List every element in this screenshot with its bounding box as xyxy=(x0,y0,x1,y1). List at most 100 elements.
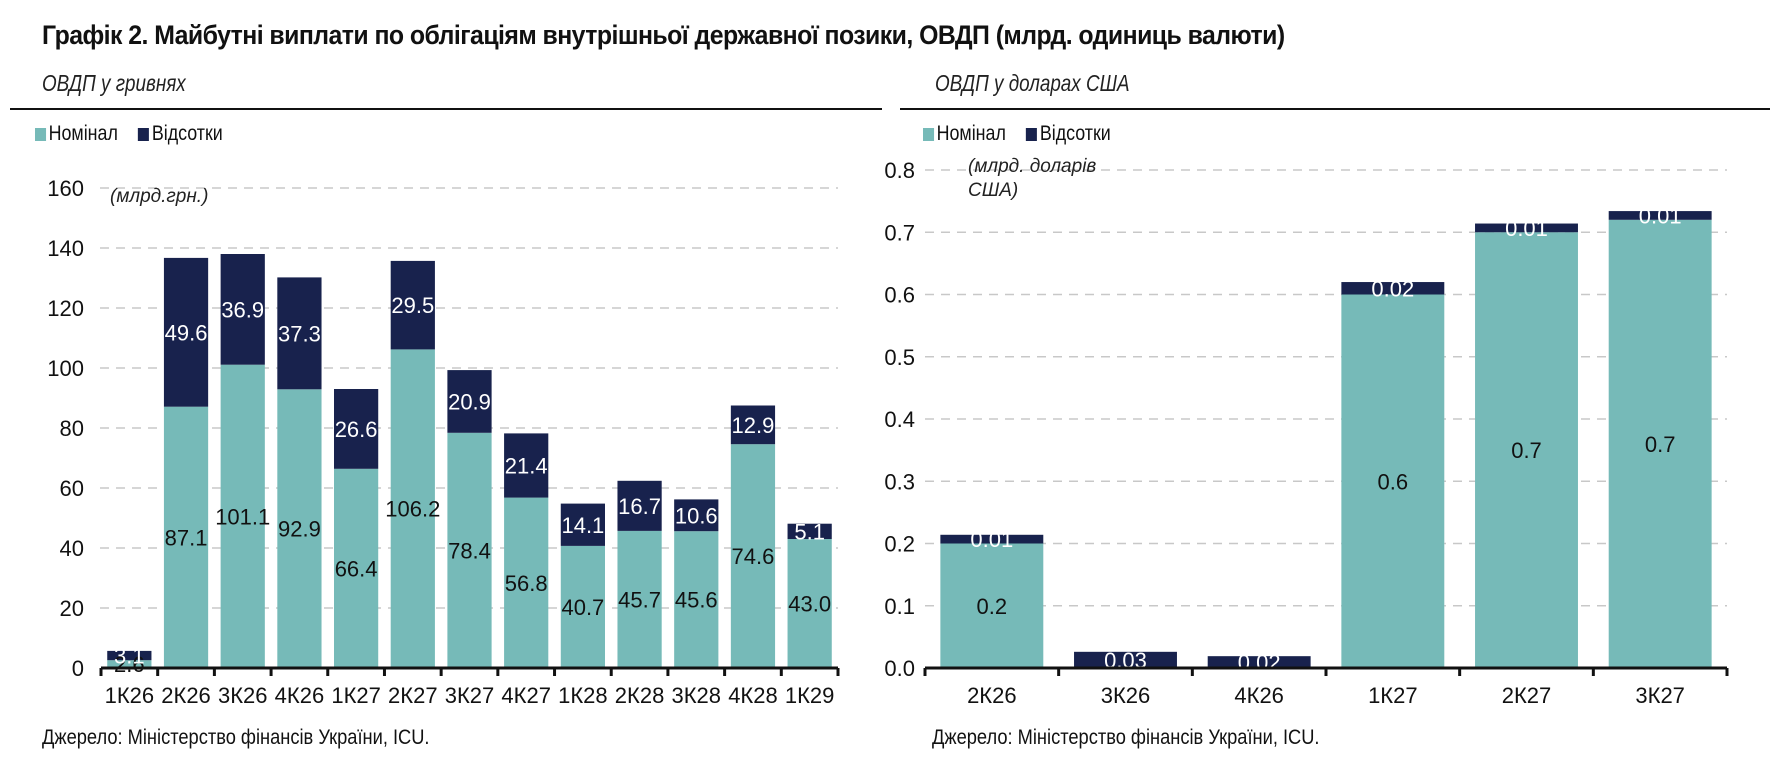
data-label-interest: 36.9 xyxy=(221,297,264,322)
legend-swatch-interest xyxy=(1026,127,1038,141)
data-label-interest: 0.01 xyxy=(970,527,1013,552)
y-tick-label: 0.6 xyxy=(884,283,915,308)
right-legend: Номінал Відсотки xyxy=(923,122,1131,146)
bar-nominal xyxy=(1608,219,1712,669)
x-tick-label: 2К27 xyxy=(388,683,438,708)
legend-label-nominal: Номінал xyxy=(48,122,118,145)
y-tick-label: 0.8 xyxy=(884,158,915,183)
data-label-interest: 20.9 xyxy=(448,389,491,414)
x-tick-label: 2К26 xyxy=(967,683,1017,708)
legend-swatch-nominal xyxy=(923,127,935,141)
y-tick-label: 140 xyxy=(47,236,84,261)
bar-nominal xyxy=(674,531,719,668)
bar-nominal xyxy=(560,545,605,668)
y-tick-label: 0.2 xyxy=(884,532,915,557)
bar-interest xyxy=(107,650,152,661)
unit-label: (млрд.грн.) xyxy=(110,186,208,207)
unit-label: США) xyxy=(968,180,1018,201)
data-label-nominal: 106.2 xyxy=(385,497,440,522)
legend-label-interest: Відсотки xyxy=(151,122,223,145)
y-tick-label: 0.3 xyxy=(884,469,915,494)
data-label-nominal: 0.2 xyxy=(977,594,1008,619)
x-tick-label: 2К26 xyxy=(161,683,211,708)
legend-item-interest: Відсотки xyxy=(138,122,223,146)
x-tick-label: 3К27 xyxy=(1635,683,1685,708)
x-tick-label: 3К27 xyxy=(445,683,495,708)
data-label-interest: 5.1 xyxy=(794,519,825,544)
bar-nominal xyxy=(447,432,492,668)
data-label-nominal: 66.4 xyxy=(335,556,378,581)
data-label-interest: 12.9 xyxy=(732,413,775,438)
data-label-interest: 16.7 xyxy=(618,494,661,519)
data-label-nominal: 101.1 xyxy=(215,504,270,529)
bar-nominal xyxy=(940,543,1044,668)
bar-nominal xyxy=(334,468,379,668)
left-divider xyxy=(10,108,882,110)
data-label-interest: 0.01 xyxy=(1505,216,1548,241)
data-label-nominal: 87.1 xyxy=(165,525,208,550)
bar-interest xyxy=(277,277,322,390)
right-chart-subtitle: ОВДП у доларах США xyxy=(935,70,1130,96)
bar-nominal xyxy=(1341,294,1445,668)
x-tick-label: 1К27 xyxy=(1368,683,1418,708)
x-tick-label: 4К27 xyxy=(501,683,551,708)
data-label-interest: 0.02 xyxy=(1371,276,1414,301)
data-label-nominal: 56.8 xyxy=(505,571,548,596)
y-tick-label: 20 xyxy=(60,596,84,621)
data-label-interest: 14.1 xyxy=(561,513,604,538)
bar-interest xyxy=(1341,282,1445,295)
bar-nominal xyxy=(504,497,549,668)
bar-interest xyxy=(617,480,662,531)
x-tick-label: 3К26 xyxy=(1101,683,1151,708)
legend-item-nominal: Номінал xyxy=(923,122,1006,146)
left-chart-subtitle: ОВДП у гривнях xyxy=(42,70,186,96)
x-tick-label: 2К28 xyxy=(615,683,665,708)
data-label-nominal: 45.7 xyxy=(618,587,661,612)
bar-nominal xyxy=(730,444,776,668)
data-label-interest: 37.3 xyxy=(278,321,321,346)
legend-label-interest: Відсотки xyxy=(1039,122,1111,145)
data-label-nominal: 43.0 xyxy=(788,592,831,617)
bar-interest xyxy=(334,389,379,469)
data-label-nominal: 92.9 xyxy=(278,517,321,542)
data-label-interest: 26.6 xyxy=(335,417,378,442)
y-tick-label: 40 xyxy=(60,536,84,561)
bar-nominal xyxy=(107,660,152,668)
bar-interest xyxy=(163,257,209,407)
x-tick-label: 2К27 xyxy=(1502,683,1552,708)
left-legend: Номінал Відсотки xyxy=(35,122,243,146)
y-tick-label: 0.1 xyxy=(884,594,915,619)
bar-interest xyxy=(787,523,832,539)
bar-nominal xyxy=(390,349,435,668)
y-tick-label: 0 xyxy=(72,656,84,681)
y-tick-label: 0.7 xyxy=(884,220,915,245)
data-label-interest: 49.6 xyxy=(165,320,208,345)
right-divider xyxy=(900,108,1770,110)
bar-interest xyxy=(390,260,435,350)
y-tick-label: 120 xyxy=(47,296,84,321)
y-tick-label: 0.0 xyxy=(884,656,915,681)
x-tick-label: 1К29 xyxy=(785,683,835,708)
bar-interest xyxy=(1475,223,1578,233)
y-tick-label: 0.4 xyxy=(884,407,915,432)
x-tick-label: 3К26 xyxy=(218,683,268,708)
legend-label-nominal: Номінал xyxy=(936,122,1006,145)
data-label-interest: 0.01 xyxy=(1639,203,1682,228)
bar-nominal xyxy=(163,406,209,668)
data-label-nominal: 74.6 xyxy=(732,544,775,569)
y-tick-label: 0.5 xyxy=(884,345,915,370)
figure-title: Графік 2. Майбутні виплати по облігаціям… xyxy=(42,20,1285,50)
y-tick-label: 100 xyxy=(47,356,84,381)
data-label-interest: 0.02 xyxy=(1238,650,1281,675)
x-tick-label: 1К28 xyxy=(558,683,608,708)
left-source-note: Джерело: Міністерство фінансів України, … xyxy=(42,726,430,749)
x-tick-label: 4К26 xyxy=(275,683,325,708)
legend-item-interest: Відсотки xyxy=(1026,122,1111,146)
legend-swatch-nominal xyxy=(35,127,47,141)
x-tick-label: 1К26 xyxy=(105,683,155,708)
data-label-interest: 29.5 xyxy=(391,293,434,318)
bar-interest xyxy=(730,405,776,445)
bar-interest xyxy=(674,499,719,532)
